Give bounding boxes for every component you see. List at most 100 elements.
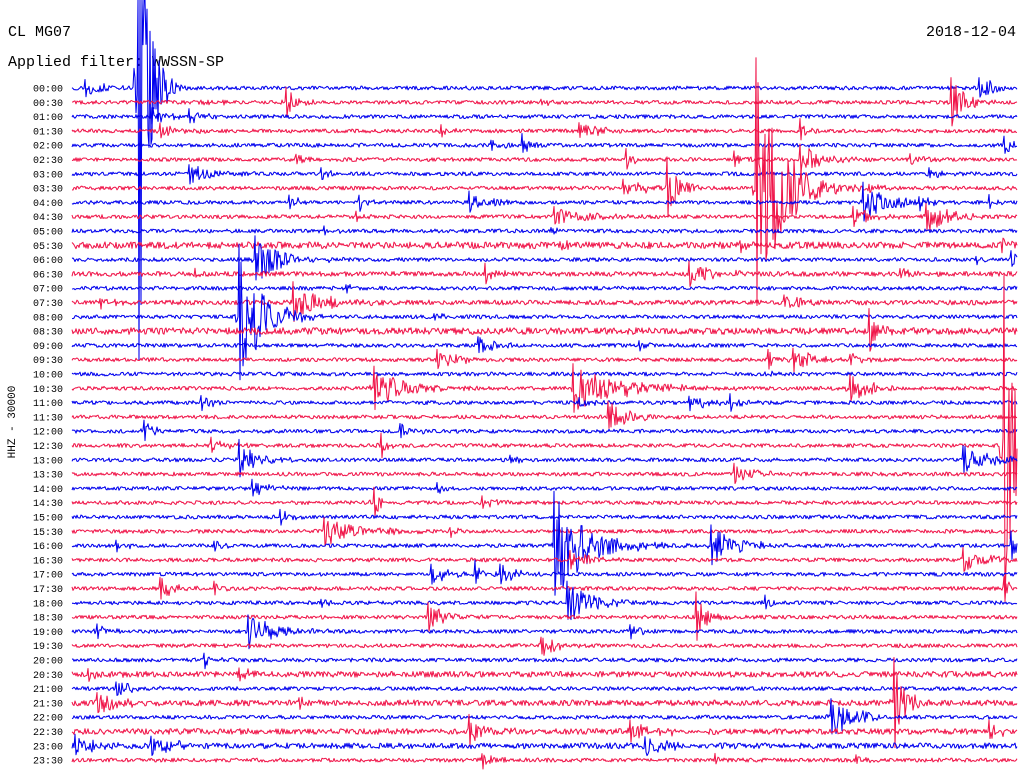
trace-06-30 (71, 260, 1018, 287)
trace-13-30 (71, 462, 1018, 485)
time-label: 17:00 (33, 571, 63, 582)
time-label: 05:30 (33, 242, 63, 253)
time-label: 00:00 (33, 85, 63, 96)
trace-23-00 (71, 733, 1018, 757)
time-label: 00:30 (33, 99, 63, 110)
time-label: 09:30 (33, 356, 63, 367)
time-label: 19:30 (33, 642, 63, 653)
time-label: 14:00 (33, 485, 63, 496)
time-label: 13:00 (33, 456, 63, 467)
trace-07-00 (71, 283, 1018, 294)
time-label: 02:30 (33, 156, 63, 167)
trace-19-00 (71, 614, 1018, 650)
trace-21-30 (71, 656, 1018, 749)
time-label: 16:00 (33, 542, 63, 553)
trace-20-00 (71, 652, 1018, 670)
trace-08-00 (71, 243, 1018, 381)
trace-22-30 (71, 713, 1018, 748)
trace-03-30 (71, 57, 1018, 307)
trace-00-30 (72, 77, 1018, 127)
trace-11-00 (71, 393, 1018, 412)
time-label: 17:30 (33, 585, 63, 596)
trace-04-00 (71, 181, 1018, 222)
trace-04-30 (71, 202, 1018, 232)
time-label: 20:30 (33, 671, 63, 682)
y-axis-label: HHZ - 30000 (7, 386, 19, 459)
time-label: 10:00 (33, 371, 63, 382)
trace-09-00 (71, 336, 1018, 354)
time-label: 21:30 (33, 699, 63, 710)
trace-05-00 (71, 225, 1018, 236)
trace-18-00 (71, 580, 1018, 621)
trace-21-00 (71, 681, 1018, 696)
trace-08-30 (71, 307, 1018, 352)
trace-13-00 (71, 438, 1018, 478)
trace-14-00 (71, 478, 1018, 497)
trace-00-00 (71, 0, 1018, 361)
time-label: 18:30 (33, 614, 63, 625)
time-label: 08:30 (33, 328, 63, 339)
trace-07-30 (71, 281, 1018, 323)
trace-16-00 (71, 490, 1018, 596)
trace-16-30 (71, 546, 1018, 572)
time-label: 23:30 (33, 757, 63, 768)
trace-20-30 (71, 667, 1018, 682)
time-label: 09:00 (33, 342, 63, 353)
time-label: 10:30 (33, 385, 63, 396)
time-label: 04:00 (33, 199, 63, 210)
time-label: 13:30 (33, 471, 63, 482)
trace-05-30 (71, 237, 1018, 254)
trace-14-30 (71, 486, 1018, 518)
time-label: 11:00 (33, 399, 63, 410)
time-label: 01:00 (33, 113, 63, 124)
time-label: 12:30 (33, 442, 63, 453)
trace-17-30 (71, 576, 1018, 600)
trace-18-30 (71, 591, 1018, 641)
trace-12-30 (71, 275, 1018, 603)
time-label: 22:30 (33, 728, 63, 739)
time-label: 03:00 (33, 170, 63, 181)
trace-11-30 (71, 400, 1018, 429)
time-label: 15:00 (33, 514, 63, 525)
trace-06-00 (71, 235, 1018, 281)
trace-23-30 (71, 752, 1018, 770)
time-label: 23:00 (33, 742, 63, 753)
time-label: 06:00 (33, 256, 63, 267)
trace-15-30 (71, 516, 1018, 546)
date-label: 2018-12-04 (926, 24, 1016, 41)
time-label: 21:00 (33, 685, 63, 696)
time-label: 04:30 (33, 213, 63, 224)
time-label: 07:00 (33, 285, 63, 296)
time-label: 08:00 (33, 313, 63, 324)
time-label: 03:30 (33, 185, 63, 196)
trace-01-30 (71, 117, 1017, 141)
time-label: 06:30 (33, 270, 63, 281)
trace-12-00 (71, 419, 1018, 442)
time-label: 14:30 (33, 499, 63, 510)
time-label: 18:00 (33, 599, 63, 610)
time-label: 07:30 (33, 299, 63, 310)
trace-02-30 (71, 143, 1018, 173)
trace-01-00 (71, 107, 1018, 125)
trace-10-00 (71, 370, 1018, 377)
time-label: 05:00 (33, 228, 63, 239)
time-label: 22:00 (33, 714, 63, 725)
time-label: 15:30 (33, 528, 63, 539)
trace-17-00 (71, 559, 1018, 585)
trace-02-00 (71, 132, 1018, 154)
trace-03-00 (71, 164, 1018, 185)
station-title: CL MG07 (8, 24, 71, 41)
trace-19-30 (71, 636, 1018, 656)
trace-group (71, 0, 1018, 770)
time-axis-labels: 00:00 00:30 01:00 01:30 02:00 02:30 03:00 03:30… (33, 85, 63, 768)
trace-09-30 (71, 347, 1018, 373)
time-label: 11:30 (33, 413, 63, 424)
time-label: 12:00 (33, 428, 63, 439)
time-label: 16:30 (33, 556, 63, 567)
filter-label: Applied filter: WWSSN-SP (8, 54, 224, 71)
time-label: 20:00 (33, 657, 63, 668)
trace-15-00 (71, 508, 1018, 526)
time-label: 02:00 (33, 142, 63, 153)
time-label: 19:00 (33, 628, 63, 639)
